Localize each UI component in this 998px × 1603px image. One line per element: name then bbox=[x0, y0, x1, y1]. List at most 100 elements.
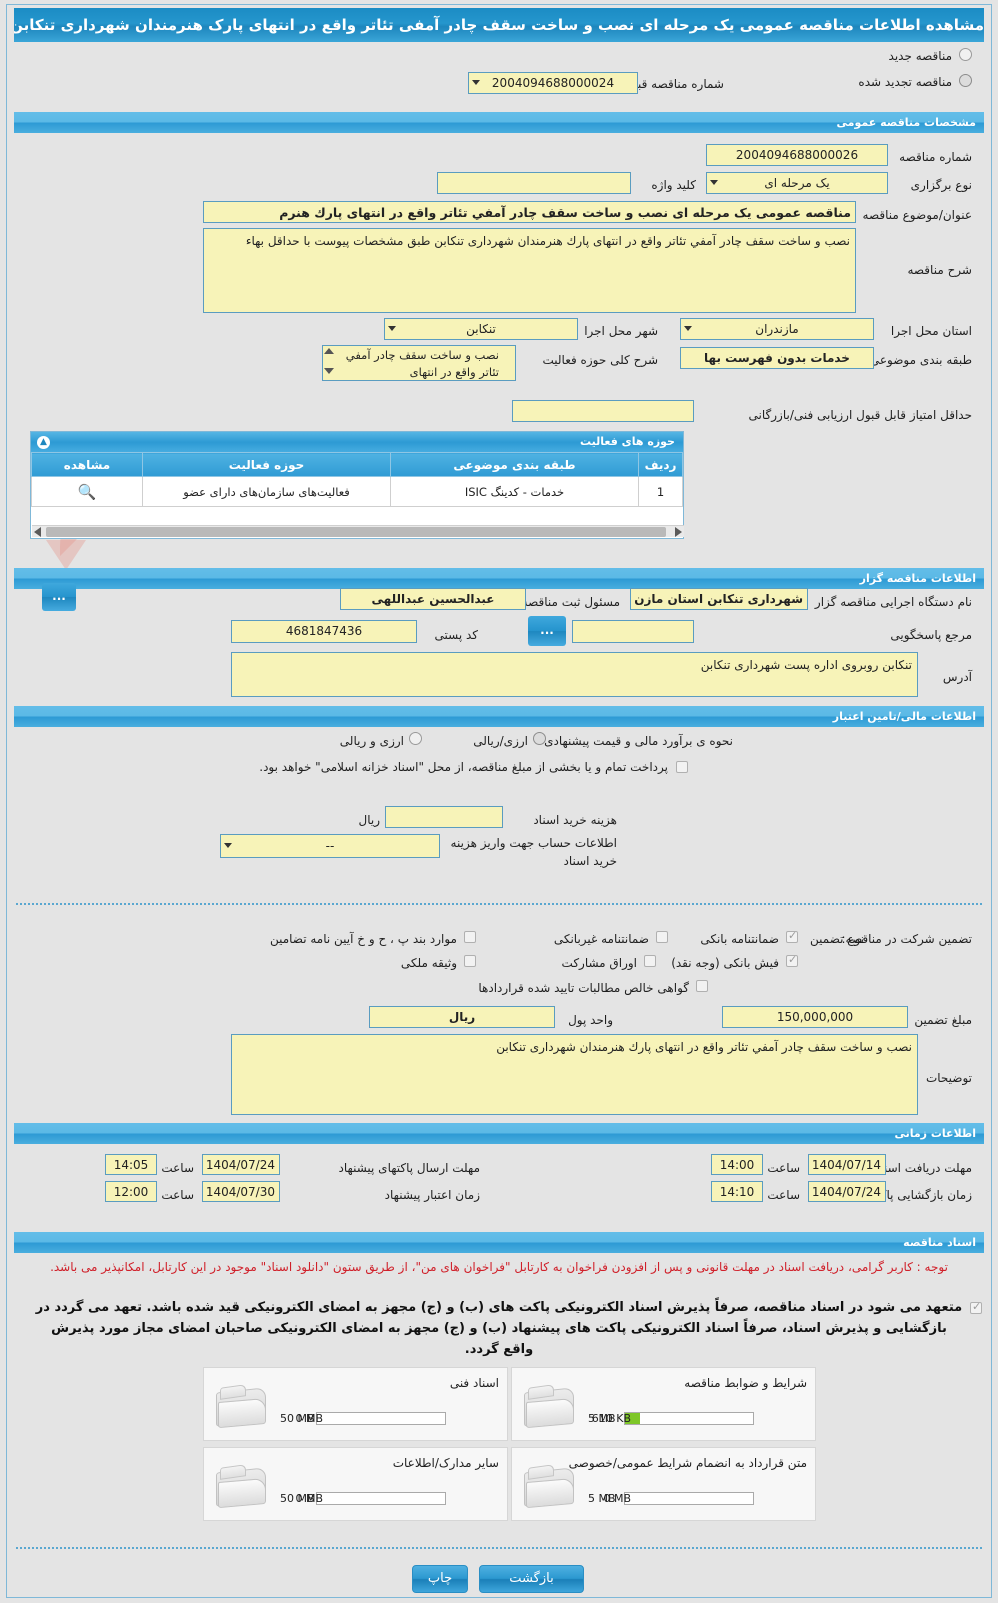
proposal-submit-deadline-date[interactable]: 1404/07/24 bbox=[202, 1154, 280, 1175]
label-city: شهر محل اجرا bbox=[584, 324, 658, 338]
registrar-field[interactable]: عبدالحسین عبداللهی bbox=[340, 588, 526, 610]
proposal-validity-date[interactable]: 1404/07/30 bbox=[202, 1181, 280, 1202]
chevron-down-icon bbox=[224, 843, 232, 848]
keyword-input[interactable] bbox=[437, 172, 631, 194]
checkbox-bank-receipt[interactable] bbox=[786, 953, 798, 967]
print-button[interactable]: چاپ bbox=[412, 1565, 468, 1593]
upload-title-technical-docs: اسناد فنی bbox=[449, 1376, 499, 1390]
agency-field[interactable]: شهرداری تنکابن استان مازن bbox=[630, 588, 808, 610]
cell-subject-class: خدمات - کدینگ ISIC bbox=[390, 476, 639, 507]
envelope-opening-time[interactable]: 14:10 bbox=[711, 1181, 763, 1202]
upload-quota-bar-contract: 5 MB 0 MB bbox=[588, 1492, 803, 1506]
table-row: 1 خدمات - کدینگ ISIC فعالیت‌های سازمان‌ه… bbox=[31, 476, 683, 507]
doc-cost-input[interactable] bbox=[385, 806, 503, 828]
scroll-right-icon[interactable] bbox=[675, 527, 682, 537]
label-subject-class: طبقه بندی موضوعی bbox=[869, 353, 972, 367]
select-holding-type[interactable]: یک مرحله ای bbox=[706, 172, 888, 194]
checkbox-property-collateral[interactable] bbox=[464, 955, 476, 967]
currency-unit-field[interactable]: ریال bbox=[369, 1006, 555, 1028]
doc-receive-deadline-time[interactable]: 14:00 bbox=[711, 1154, 763, 1175]
tender-number-field[interactable]: 2004094688000026 bbox=[706, 144, 888, 166]
description-textarea[interactable]: نصب و ساخت سقف چادر آمفي تئاتر واقع در ا… bbox=[203, 228, 856, 313]
upload-quota-bar-terms: 5 MB 610 KB bbox=[588, 1412, 803, 1426]
back-button[interactable]: بازگشت bbox=[479, 1565, 584, 1593]
registrar-browse-button[interactable]: ... bbox=[42, 583, 76, 611]
label-renewed-tender: مناقصه تجدید شده bbox=[858, 75, 952, 89]
upload-quota-bar-other: 50 MB 0 MB bbox=[280, 1492, 495, 1506]
folder-icon[interactable] bbox=[524, 1464, 576, 1509]
upload-card-terms-conditions[interactable]: شرایط و ضوابط مناقصه 5 MB 610 KB bbox=[511, 1367, 816, 1441]
proposal-submit-deadline-time[interactable]: 14:05 bbox=[105, 1154, 157, 1175]
radio-renewed-tender[interactable] bbox=[959, 74, 972, 87]
min-score-input[interactable] bbox=[512, 400, 694, 422]
label-keyword: کلید واژه bbox=[651, 178, 696, 192]
magnifier-document-icon[interactable]: 🔍 bbox=[77, 482, 97, 501]
folder-icon[interactable] bbox=[216, 1464, 268, 1509]
subject-field[interactable]: مناقصه عمومی یک مرحله ای نصب و ساخت سقف … bbox=[203, 201, 856, 223]
holding-type-value: یک مرحله ای bbox=[706, 172, 888, 194]
scrollbar-thumb[interactable] bbox=[46, 527, 666, 537]
label-tender-number: شماره مناقصه bbox=[899, 150, 972, 164]
label-regulation-clauses: موارد بند پ ، ح و خ آیین نامه تضامین bbox=[269, 932, 457, 946]
scroll-up-icon[interactable] bbox=[324, 348, 334, 354]
contact-browse-button[interactable]: ... bbox=[528, 616, 566, 646]
checkbox-islamic-treasury[interactable] bbox=[676, 761, 688, 773]
documents-red-notice: توجه : کاربر گرامی، دریافت اسناد در مهلت… bbox=[50, 1260, 948, 1274]
upload-limit-other: 50 MB bbox=[280, 1492, 315, 1505]
province-value: مازندران bbox=[680, 318, 874, 340]
col-row: ردیف bbox=[638, 452, 683, 477]
postal-code-field[interactable]: 4681847436 bbox=[231, 620, 417, 643]
checkbox-electronic-signature-commitment[interactable] bbox=[970, 1300, 982, 1314]
label-proposal-submit-deadline: مهلت ارسال پاکتهای پیشنهاد bbox=[338, 1161, 480, 1175]
checkbox-net-claims-certificate[interactable] bbox=[696, 980, 708, 992]
checkbox-participation-bonds[interactable] bbox=[644, 955, 656, 967]
label-previous-tender-number: شماره مناقصه قبلی bbox=[624, 77, 724, 91]
select-previous-tender-number[interactable]: 2004094688000024 bbox=[468, 72, 638, 94]
activity-overview-textarea[interactable]: نصب و ساخت سقف چادر آمفي تئاتر واقع در ا… bbox=[322, 345, 516, 381]
account-info-value: -- bbox=[220, 834, 440, 858]
guarantee-amount-field[interactable]: 150,000,000 bbox=[722, 1006, 908, 1028]
select-city[interactable]: تنکابن bbox=[384, 318, 578, 340]
label-province: استان محل اجرا bbox=[890, 324, 972, 338]
checkbox-regulation-clauses[interactable] bbox=[464, 931, 476, 943]
upload-card-contract-text[interactable]: متن قرارداد به انضمام شرایط عمومی/خصوصی … bbox=[511, 1447, 816, 1521]
radio-rial-currency[interactable] bbox=[533, 732, 546, 745]
collapse-icon[interactable]: ▲ bbox=[37, 436, 50, 449]
label-option-rial: ارزی/ریالی bbox=[473, 734, 528, 748]
label-account-info: اطلاعات حساب جهت واریز هزینه خرید اسناد bbox=[450, 836, 617, 868]
subject-class-field[interactable]: خدمات بدون فهرست بها bbox=[680, 347, 874, 369]
checkbox-nonbank-guarantee[interactable] bbox=[656, 931, 668, 943]
chevron-down-icon bbox=[472, 80, 480, 85]
label-doc-receive-deadline: مهلت دریافت اسناد bbox=[874, 1161, 972, 1175]
contact-authority-input[interactable] bbox=[572, 620, 694, 643]
quota-track-other bbox=[316, 1492, 446, 1505]
address-textarea[interactable]: تنکابن روبروی اداره پست شهرداری تنکابن bbox=[231, 652, 918, 697]
cell-view-action[interactable]: 🔍 bbox=[31, 476, 143, 507]
documents-bold-notice: متعهد می شود در اسناد مناقصه، صرفاً پذیر… bbox=[35, 1300, 963, 1357]
checkbox-bank-guarantee[interactable] bbox=[786, 929, 798, 943]
folder-icon[interactable] bbox=[216, 1384, 268, 1429]
activity-areas-scrollbar[interactable] bbox=[32, 525, 684, 537]
label-hour-2: ساعت bbox=[767, 1188, 800, 1202]
select-province[interactable]: مازندران bbox=[680, 318, 874, 340]
folder-icon[interactable] bbox=[524, 1384, 576, 1429]
label-currency-unit: واحد پول bbox=[568, 1013, 613, 1027]
divider-financial-guarantee bbox=[16, 903, 982, 905]
section-financial: اطلاعات مالی/تامین اعتبار bbox=[14, 706, 984, 727]
label-guarantee-amount: مبلغ تضمین bbox=[914, 1013, 972, 1027]
guarantee-notes-textarea[interactable]: نصب و ساخت سقف چادر آمفي تئاتر واقع در ا… bbox=[231, 1034, 918, 1115]
label-guarantee-notes: توضیحات bbox=[925, 1071, 972, 1085]
section-organizer: اطلاعات مناقصه گزار bbox=[14, 568, 984, 589]
upload-card-technical-docs[interactable]: اسناد فنی 50 MB 0 MB bbox=[203, 1367, 508, 1441]
scroll-down-icon[interactable] bbox=[324, 368, 334, 374]
doc-receive-deadline-date[interactable]: 1404/07/14 bbox=[808, 1154, 886, 1175]
scroll-left-icon[interactable] bbox=[34, 527, 41, 537]
radio-new-tender[interactable] bbox=[959, 48, 972, 61]
envelope-opening-date[interactable]: 1404/07/24 bbox=[808, 1181, 886, 1202]
proposal-validity-time[interactable]: 12:00 bbox=[105, 1181, 157, 1202]
upload-card-other-docs[interactable]: سایر مدارک/اطلاعات 50 MB 0 MB bbox=[203, 1447, 508, 1521]
select-account-info[interactable]: -- bbox=[220, 834, 440, 858]
label-postal-code: کد پستی bbox=[434, 628, 479, 642]
radio-currency-and-rial[interactable] bbox=[409, 732, 422, 745]
label-option-currency-rial: ارزی و ریالی bbox=[339, 734, 404, 748]
